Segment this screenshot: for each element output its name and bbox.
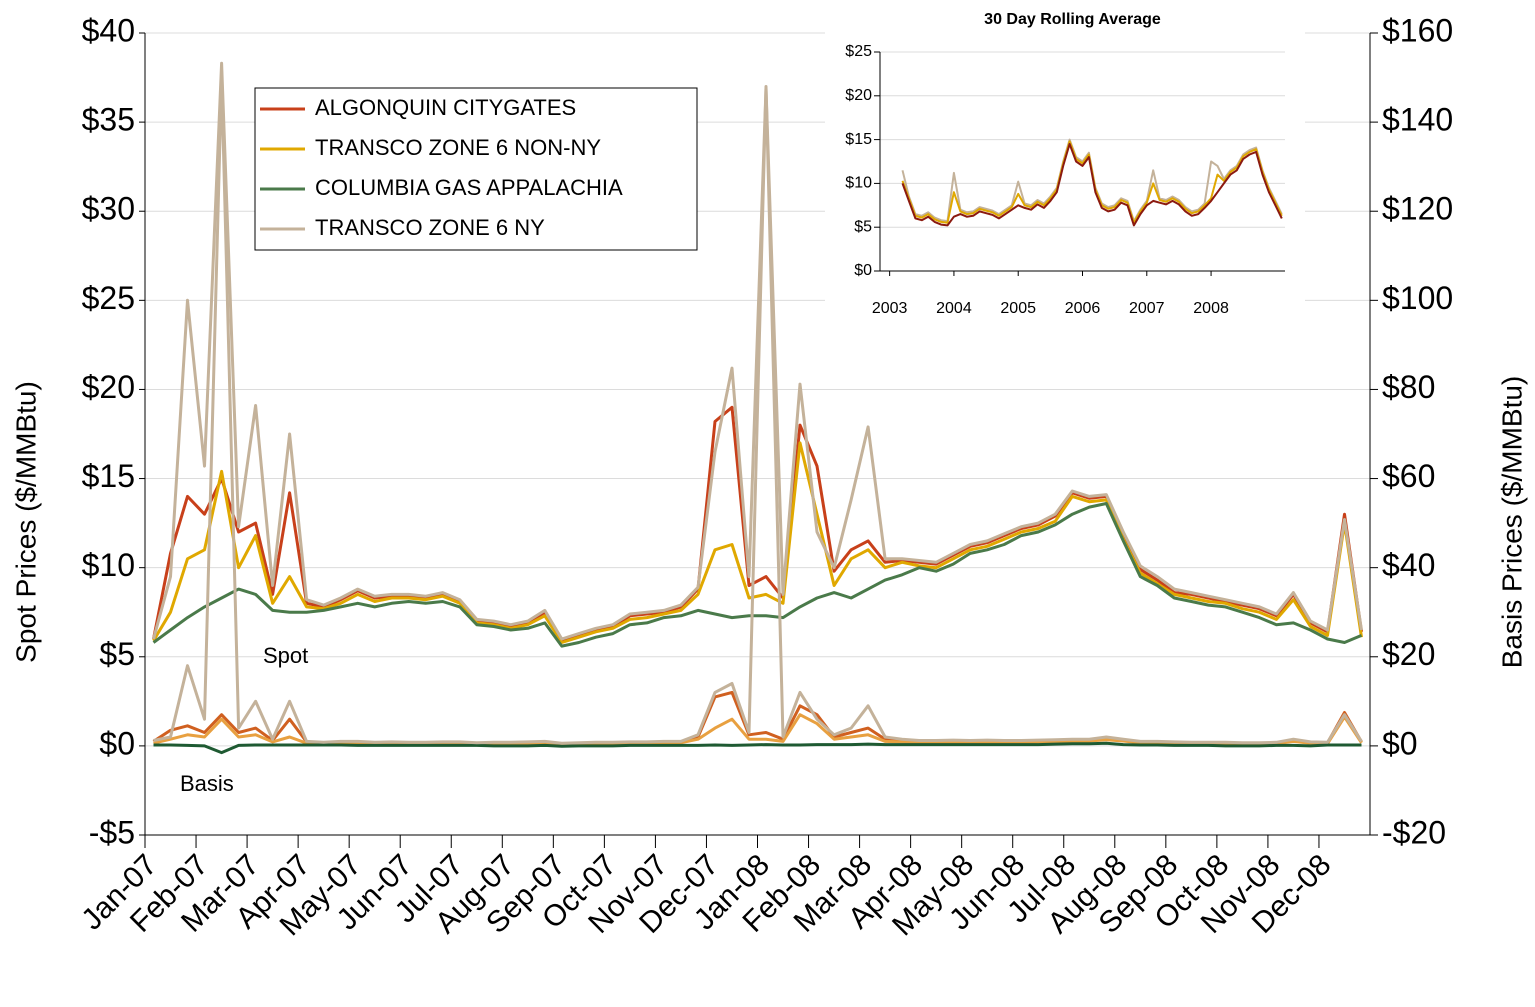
y-tick-label: $10 [845, 175, 872, 192]
legend-label: TRANSCO ZONE 6 NON-NY [315, 135, 601, 160]
y2-tick-label: $120 [1382, 191, 1453, 227]
y2-tick-label: $80 [1382, 369, 1435, 405]
series-line [152, 690, 1363, 746]
y-tick-label: $20 [82, 369, 135, 405]
y-tick-label: $30 [82, 191, 135, 227]
annotation: Spot [263, 643, 308, 668]
y-axis-title: Spot Prices ($/MMBtu) [10, 381, 41, 663]
series-line [901, 143, 1283, 227]
inset-background [825, 4, 1305, 326]
y-tick-label: $15 [82, 458, 135, 494]
y2-tick-label: -$20 [1382, 814, 1446, 850]
y-tick-label: $5 [854, 218, 872, 235]
y-tick-label: $0 [99, 725, 135, 761]
y-tick-label: $25 [82, 280, 135, 316]
y2-tick-label: $0 [1382, 725, 1418, 761]
x-tick-label: 2004 [936, 300, 972, 317]
series-line [153, 713, 1363, 746]
y2-axis-title: Basis Prices ($/MMBtu) [1496, 376, 1527, 669]
y-tick-label: $0 [854, 262, 872, 279]
x-tick-label: 2006 [1065, 300, 1101, 317]
inset-chart: 2003 2004 2005 2006 2007 2008 $0 $5 $10 $15 $20 $25… [825, 4, 1305, 326]
y-tick-label: $20 [845, 87, 872, 104]
y2-tick-label: $100 [1382, 280, 1453, 316]
y-tick-label: $5 [99, 636, 135, 672]
x-tick-label: 2007 [1129, 300, 1165, 317]
y2-tick-label: $160 [1382, 12, 1453, 48]
series-line [153, 76, 1363, 745]
y2-tick-label: $40 [1382, 547, 1435, 583]
series-line [152, 405, 1363, 643]
y-tick-label: $15 [845, 131, 872, 148]
series-line [152, 441, 1363, 644]
y2-tick-label: $20 [1382, 636, 1435, 672]
x-tick-label: 2008 [1193, 300, 1229, 317]
y2-tick-label: $140 [1382, 102, 1453, 138]
y-tick-label: $35 [82, 102, 135, 138]
legend-label: TRANSCO ZONE 6 NY [315, 215, 545, 240]
legend-label: ALGONQUIN CITYGATES [315, 95, 576, 120]
y-tick-label: $25 [845, 43, 872, 60]
y-tick-label: $40 [82, 12, 135, 48]
chart-title: 30 Day Rolling Average [984, 11, 1161, 28]
x-tick-label: 2003 [872, 300, 908, 317]
series-line [152, 502, 1363, 648]
series-line [152, 61, 1363, 641]
legend-label: COLUMBIA GAS APPALACHIA [315, 175, 623, 200]
annotation: Basis [180, 771, 234, 796]
y2-tick-label: $60 [1382, 458, 1435, 494]
series-line [153, 741, 1362, 755]
y-tick-label: -$5 [89, 814, 135, 850]
legend-box [254, 87, 698, 251]
x-tick-label: 2005 [1000, 300, 1036, 317]
y-tick-label: $10 [82, 547, 135, 583]
